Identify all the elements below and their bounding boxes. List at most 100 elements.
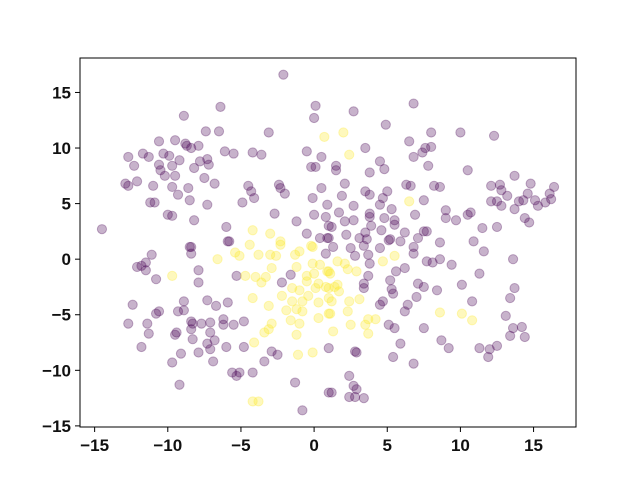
scatter-point-class-0 (269, 208, 280, 219)
scatter-point-class-1 (328, 326, 339, 337)
scatter-point-class-0 (237, 197, 248, 208)
scatter-point-class-0 (330, 165, 342, 176)
scatter-point-class-0 (148, 180, 159, 191)
scatter-point-class-0 (153, 159, 165, 170)
scatter-point-class-0 (418, 226, 429, 237)
scatter-point-class-1 (276, 290, 288, 301)
scatter-point-class-1 (265, 228, 276, 239)
scatter-point-class-0 (186, 316, 197, 327)
scatter-point-class-1 (363, 314, 374, 325)
scatter-point-class-1 (229, 247, 241, 258)
scatter-point-class-0 (412, 232, 424, 244)
scatter-point-class-0 (418, 195, 429, 206)
scatter-point-class-0 (358, 278, 369, 289)
scatter-point-class-0 (465, 207, 476, 218)
scatter-point-class-0 (140, 265, 151, 276)
scatter-point-class-0 (186, 241, 197, 253)
scatter-point-class-0 (218, 314, 229, 325)
scatter-point-class-1 (292, 349, 304, 360)
scatter-point-class-0 (323, 232, 334, 244)
scatter-point-class-1 (389, 250, 400, 261)
scatter-point-class-0 (316, 182, 327, 194)
scatter-point-class-0 (187, 318, 198, 329)
scatter-point-class-0 (548, 181, 560, 193)
scatter-point-class-0 (507, 322, 519, 334)
scatter-point-class-1 (326, 296, 337, 307)
scatter-point-class-0 (420, 142, 431, 154)
scatter-point-class-0 (213, 126, 225, 137)
scatter-point-class-0 (440, 212, 451, 224)
scatter-point-class-0 (175, 348, 187, 359)
scatter-point-class-1 (322, 266, 333, 277)
scatter-point-class-0 (167, 210, 178, 221)
y-axis: −15 −10 −5 0 5 10 15 (42, 83, 80, 436)
scatter-point-class-0 (143, 328, 154, 339)
scatter-point-class-1 (234, 250, 245, 261)
scatter-point-class-0 (486, 196, 497, 207)
scatter-point-class-0 (224, 236, 235, 247)
scatter-point-class-1 (291, 329, 302, 340)
scatter-point-class-0 (376, 225, 387, 236)
scatter-point-class-0 (418, 322, 429, 334)
scatter-point-class-0 (172, 189, 184, 200)
scatter-point-class-0 (131, 261, 143, 273)
scatter-point-class-0 (162, 209, 173, 220)
scatter-point-class-0 (477, 222, 488, 234)
scatter-point-class-0 (266, 346, 277, 357)
scatter-point-class-0 (145, 197, 156, 208)
scatter-point-class-0 (360, 186, 371, 197)
scatter-point-class-0 (221, 341, 232, 353)
scatter-point-class-0 (389, 219, 400, 230)
scatter-point-class-1 (247, 225, 258, 236)
scatter-point-class-0 (136, 260, 147, 271)
scatter-point-class-1 (294, 246, 305, 257)
scatter-point-class-1 (167, 270, 178, 281)
scatter-point-class-0 (228, 319, 239, 330)
scatter-point-class-1 (287, 296, 298, 307)
scatter-point-class-0 (310, 100, 321, 111)
scatter-point-class-0 (227, 367, 238, 378)
scatter-point-class-0 (339, 178, 350, 189)
scatter-point-class-0 (153, 136, 165, 147)
scatter-point-class-1 (467, 315, 478, 326)
scatter-point-class-0 (131, 176, 143, 187)
scatter-point-class-1 (256, 277, 267, 288)
scatter-point-class-0 (96, 224, 108, 235)
scatter-point-class-0 (478, 246, 489, 257)
scatter-point-class-0 (522, 188, 533, 199)
x-tick-label: −15 (80, 436, 109, 455)
scatter-point-class-0 (339, 216, 350, 227)
scatter-point-class-0 (351, 384, 362, 395)
scatter-point-class-1 (310, 282, 321, 294)
scatter-point-class-0 (408, 358, 419, 369)
scatter-point-class-0 (159, 170, 170, 181)
scatter-point-class-0 (193, 265, 204, 276)
scatter-point-class-1 (456, 308, 467, 319)
scatter-point-class-0 (364, 189, 375, 200)
scatter-point-class-1 (329, 281, 340, 293)
scatter-point-class-0 (210, 300, 222, 311)
scatter-point-class-1 (323, 308, 334, 319)
scatter-point-class-0 (181, 140, 192, 151)
scatter-point-class-0 (297, 405, 308, 416)
scatter-point-class-0 (142, 318, 153, 329)
scatter-point-class-0 (395, 236, 406, 247)
scatter-point-class-0 (205, 327, 216, 338)
y-tick-label: −10 (42, 361, 71, 380)
scatter-point-class-0 (434, 254, 446, 265)
scatter-point-class-0 (348, 380, 359, 391)
scatter-point-class-0 (203, 159, 214, 170)
scatter-point-class-0 (120, 178, 131, 189)
scatter-point-class-1 (306, 240, 317, 251)
scatter-point-class-0 (306, 161, 317, 173)
scatter-point-class-0 (379, 212, 390, 224)
scatter-point-class-1 (323, 282, 334, 294)
scatter-point-class-0 (434, 181, 446, 193)
scatter-point-class-0 (174, 155, 185, 166)
scatter-point-class-0 (322, 199, 333, 210)
scatter-point-class-1 (332, 279, 343, 290)
scatter-point-class-0 (513, 196, 525, 207)
scatter-point-class-1 (342, 264, 353, 275)
scatter-point-class-0 (205, 317, 216, 328)
